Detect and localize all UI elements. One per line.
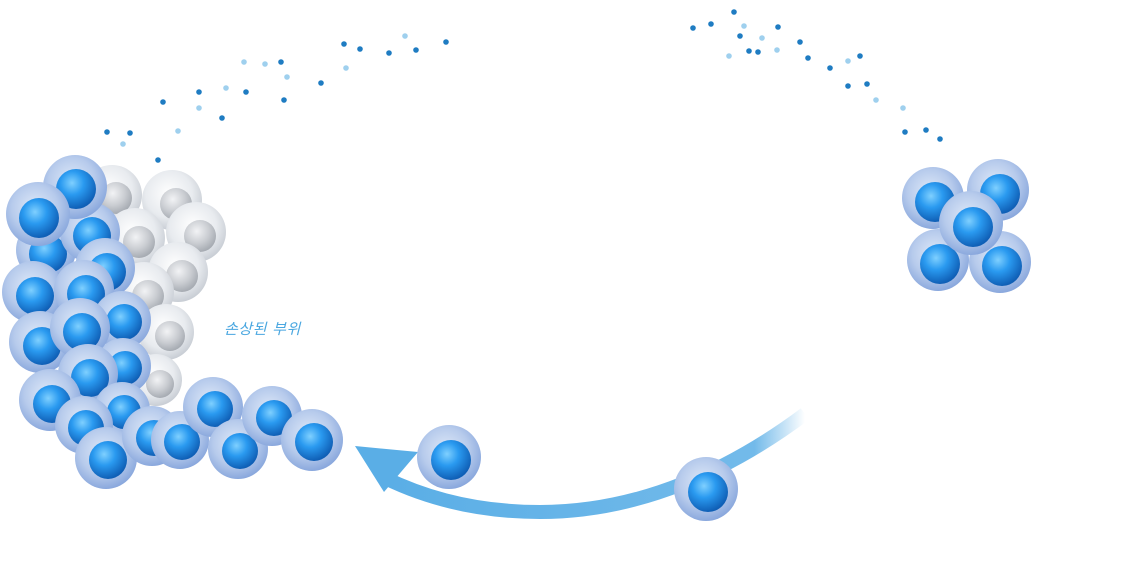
particle-dot (759, 35, 765, 41)
particle-dot (775, 24, 781, 30)
particle-dot (343, 65, 349, 71)
particle-dot (219, 115, 225, 121)
particle-dot (857, 53, 863, 59)
secreted-factor-particles (104, 9, 943, 163)
particle-dot (900, 105, 906, 111)
particle-dot (284, 74, 290, 80)
stem-cell (939, 191, 1003, 255)
healthy-cell-cluster (2, 155, 343, 489)
particle-dot (402, 33, 408, 39)
migration-arrow (355, 408, 810, 520)
particle-dot (923, 127, 929, 133)
particle-dot (175, 128, 181, 134)
particle-dot (127, 130, 133, 136)
stem-cell (281, 409, 343, 471)
particle-dot (318, 80, 324, 86)
particle-dot (774, 47, 780, 53)
stem-cell-cluster (902, 159, 1031, 293)
damaged-cell (138, 304, 194, 360)
particle-dot (690, 25, 696, 31)
migrating-cell (674, 457, 738, 521)
particle-dot (726, 53, 732, 59)
particle-dot (805, 55, 811, 61)
particle-dot (746, 48, 752, 54)
particle-dot (196, 105, 202, 111)
particle-dot (827, 65, 833, 71)
particle-dot (902, 129, 908, 135)
particle-dot (357, 46, 363, 52)
particle-dot (196, 89, 202, 95)
particle-dot (155, 157, 161, 163)
particle-dot (845, 83, 851, 89)
particle-dot (223, 85, 229, 91)
particle-dot (278, 59, 284, 65)
migrating-cell (417, 425, 481, 489)
particle-dot (104, 129, 110, 135)
stem-cell (2, 261, 64, 323)
particle-dot (281, 97, 287, 103)
stem-cell (6, 182, 70, 246)
particle-dot (864, 81, 870, 87)
particle-dot (845, 58, 851, 64)
particle-dot (243, 89, 249, 95)
particle-dot (160, 99, 166, 105)
damaged-cells (82, 165, 226, 406)
particle-dot (708, 21, 714, 27)
particle-dot (413, 47, 419, 53)
particle-dot (755, 49, 761, 55)
particle-dot (873, 97, 879, 103)
particle-dot (241, 59, 247, 65)
particle-dot (731, 9, 737, 15)
particle-dot (737, 33, 743, 39)
particle-dot (937, 136, 943, 142)
particle-dot (443, 39, 449, 45)
particle-dot (262, 61, 268, 67)
stem-cell (50, 298, 110, 358)
damaged-area-label: 손상된 부위 (224, 320, 301, 338)
particle-dot (386, 50, 392, 56)
particle-dot (797, 39, 803, 45)
particle-dot (741, 23, 747, 29)
particle-dot (120, 141, 126, 147)
particle-dot (341, 41, 347, 47)
stem-cell (75, 427, 137, 489)
